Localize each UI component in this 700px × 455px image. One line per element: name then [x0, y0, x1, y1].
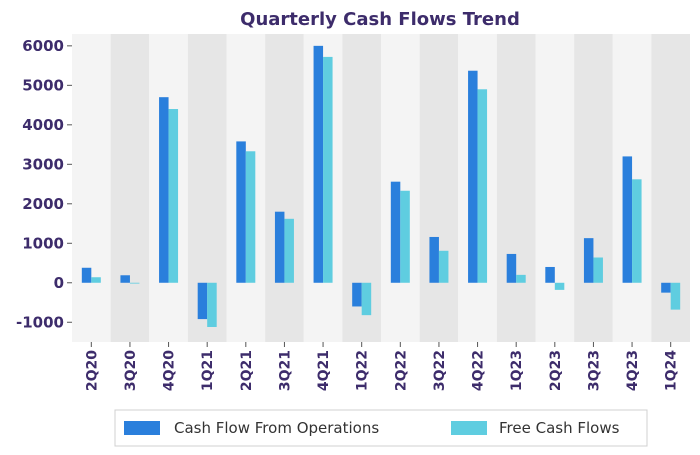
category-band	[265, 34, 304, 342]
category-band	[496, 34, 536, 342]
y-tick-label: 5000	[22, 76, 64, 94]
x-tick-label: 3Q22	[432, 350, 448, 391]
bar-free-cash-3Q20	[129, 282, 140, 284]
category-band	[535, 34, 575, 342]
x-tick-label: 4Q23	[625, 350, 641, 391]
bar-operations-2Q20	[81, 267, 92, 283]
x-tick-label: 2Q22	[393, 350, 409, 391]
bar-free-cash-2Q20	[91, 277, 101, 283]
x-tick-label: 3Q20	[123, 350, 139, 391]
bar-free-cash-2Q21	[245, 151, 256, 283]
y-tick-label: 3000	[22, 155, 64, 173]
bar-operations-2Q21	[236, 141, 246, 283]
bar-free-cash-4Q20	[168, 109, 179, 283]
legend-label-free-cash: Free Cash Flows	[499, 419, 620, 437]
y-tick-label: 1000	[22, 234, 64, 252]
bar-free-cash-1Q21	[207, 282, 217, 327]
legend-label-operations: Cash Flow From Operations	[174, 419, 379, 437]
x-tick-label: 1Q22	[355, 350, 371, 391]
x-tick-label: 1Q23	[509, 350, 525, 391]
category-band	[110, 34, 150, 342]
legend: Cash Flow From Operations Free Cash Flow…	[114, 409, 648, 447]
bar-free-cash-2Q22	[400, 190, 410, 283]
x-tick-label: 2Q23	[548, 350, 564, 391]
x-tick-label: 4Q21	[316, 350, 332, 391]
y-tick-label: 2000	[22, 195, 64, 213]
x-tick-label: 1Q24	[664, 350, 680, 391]
bar-operations-1Q22	[352, 282, 362, 307]
x-tick-label: 2Q20	[84, 350, 100, 391]
x-tick-label: 3Q23	[586, 350, 602, 391]
bar-free-cash-4Q23	[632, 179, 642, 283]
x-tick-label: 1Q21	[200, 350, 216, 391]
bar-operations-2Q22	[390, 181, 401, 283]
bar-free-cash-3Q21	[284, 218, 294, 283]
legend-box	[114, 409, 648, 447]
y-tick-label: -1000	[16, 313, 64, 331]
bar-free-cash-1Q24	[670, 282, 681, 310]
bar-free-cash-4Q22	[477, 89, 488, 283]
bar-operations-1Q21	[197, 282, 208, 320]
y-tick-label: 4000	[22, 116, 64, 134]
bar-free-cash-2Q23	[554, 282, 565, 290]
x-tick-label: 2Q21	[239, 350, 255, 391]
bar-operations-2Q23	[545, 266, 555, 283]
bar-operations-4Q20	[159, 97, 169, 283]
category-band	[419, 34, 459, 342]
bar-free-cash-1Q22	[361, 282, 372, 316]
x-tick-label: 3Q21	[277, 350, 293, 391]
chart-title: Quarterly Cash Flows Trend	[240, 9, 520, 30]
bar-free-cash-3Q22	[438, 250, 449, 283]
bar-operations-4Q21	[313, 45, 324, 283]
bar-operations-4Q23	[622, 156, 633, 283]
legend-swatch-free-cash	[451, 421, 487, 435]
y-tick-label: 0	[54, 274, 64, 292]
bar-free-cash-4Q21	[323, 56, 333, 283]
bar-operations-1Q23	[506, 253, 517, 283]
x-tick-label: 4Q20	[162, 350, 178, 391]
bars-group	[81, 45, 681, 327]
bar-operations-3Q21	[274, 211, 285, 283]
bar-operations-3Q22	[429, 236, 439, 283]
bar-operations-4Q22	[468, 70, 478, 283]
bar-operations-3Q20	[120, 275, 130, 283]
bar-operations-3Q23	[583, 238, 594, 283]
y-tick-label: 6000	[22, 37, 64, 55]
legend-swatch-operations	[124, 421, 160, 435]
bar-free-cash-3Q23	[593, 257, 603, 283]
category-band	[72, 34, 111, 342]
y-axis-ticks: -1000 0 1000 2000 3000 4000 5000 6000	[16, 37, 72, 331]
bar-free-cash-1Q23	[516, 274, 526, 283]
x-axis-ticks: 2Q20 3Q20 4Q20 1Q21 2Q21 3Q21 4Q21 1Q22 2Q22 3Q22…	[84, 342, 680, 391]
category-band	[574, 34, 613, 342]
x-tick-label: 4Q22	[471, 350, 487, 391]
bar-operations-1Q24	[661, 282, 671, 293]
